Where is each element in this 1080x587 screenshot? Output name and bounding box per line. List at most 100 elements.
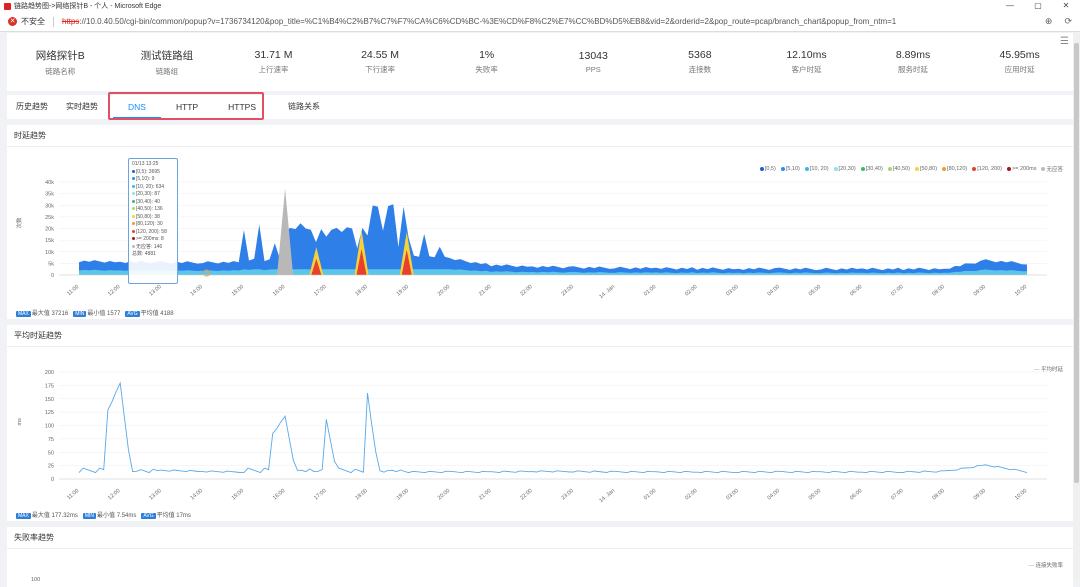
x-tick: 23:00 — [560, 488, 574, 501]
x-tick: 18:00 — [354, 284, 368, 297]
close-button[interactable]: ✕ — [1062, 1, 1070, 10]
menu-icon[interactable]: ☰ — [1060, 36, 1069, 47]
y-tick: 0 — [51, 477, 54, 483]
app-icon — [4, 2, 11, 10]
stat-client-latency: 12.10ms 客户时延 — [786, 49, 827, 74]
y-tick: 175 — [45, 383, 54, 389]
x-tick: 07:00 — [890, 284, 904, 297]
scrollbar[interactable] — [1073, 33, 1080, 581]
x-tick: 19:00 — [396, 488, 410, 501]
legend-item[interactable]: 无应答 — [1041, 165, 1063, 173]
avg-latency-footer: MAX 最大值 177.32ms MIN 最小值 7.54ms AVG 平均值 17m… — [16, 510, 191, 519]
url-text[interactable]: ://10.0.40.50/cgi-bin/common/popup?v=173… — [79, 17, 897, 26]
scrollbar-thumb[interactable] — [1074, 43, 1079, 483]
failure-legend[interactable]: — 连接失败率 — [1028, 563, 1063, 569]
y-tick: 75 — [48, 437, 54, 443]
legend-item[interactable]: [40,50) — [887, 165, 910, 173]
x-tick: 11:00 — [66, 284, 80, 297]
legend-dot — [804, 167, 809, 171]
stat-link-name: 网络探针B 链路名称 — [35, 49, 85, 76]
tooltip-row: 总数: 4881 — [132, 251, 156, 257]
latency-footer: MAX 最大值 37216 MIN 最小值 1577 AVG 平均值 4188 — [16, 308, 174, 317]
latency-chart[interactable]: 0 5k 10k 15k 20k 25k 30k 35k 40k 11:00 12:00 13:00 1… — [7, 125, 1073, 319]
x-tick: 05:00 — [808, 488, 822, 501]
y-axis-label: ms — [17, 418, 23, 426]
x-tick: 02:00 — [684, 488, 698, 501]
x-tick: 14. Jan — [598, 488, 616, 504]
tab-realtime[interactable]: 实时趋势 — [66, 102, 98, 111]
address-bar[interactable]: ✕ 不安全 https ://10.0.40.50/cgi-bin/common… — [0, 12, 1080, 32]
legend-item[interactable]: [80,120) — [942, 165, 967, 173]
security-label[interactable]: 不安全 — [21, 17, 45, 26]
y-tick: 50 — [48, 450, 54, 456]
x-tick: 06:00 — [849, 488, 863, 501]
stat-connections: 5368 连接数 — [688, 49, 712, 74]
x-tick: 05:00 — [808, 284, 822, 297]
window-title: 链路趋势图->网络探针B - 个人 - Microsoft Edge — [14, 3, 162, 10]
avg-latency-legend[interactable]: — 平均时延 — [1033, 367, 1063, 373]
avg-stat: AVG 平均值 17ms — [141, 513, 191, 519]
minimize-button[interactable]: — — [1006, 1, 1014, 10]
legend-item[interactable]: [30,40) — [860, 165, 883, 173]
x-tick: 17:00 — [313, 488, 327, 501]
tooltip-row: [30,40): 40 — [132, 199, 174, 207]
failure-panel: 失败率趋势 — 连接失败率 100 — [7, 527, 1073, 587]
panel-title: 平均时延趋势 — [7, 325, 1073, 347]
refresh-icon[interactable]: ⟳ — [1064, 16, 1072, 26]
tooltip-row: >= 200ms: 8 — [132, 236, 174, 244]
hover-point — [203, 269, 211, 277]
latency-legend[interactable]: [0,5) [5,10) [10, 20) [20,30) [30,40) [40,50)… — [759, 165, 1063, 173]
x-tick: 10:00 — [1014, 488, 1028, 501]
url-protocol[interactable]: https — [62, 17, 80, 26]
tooltip-row: [5,10): 9 — [132, 176, 174, 184]
tab-link-relation[interactable]: 链路关系 — [288, 102, 321, 111]
y-tick: 125 — [45, 410, 54, 416]
x-tick: 17:00 — [313, 284, 327, 297]
x-tick: 01:00 — [643, 488, 657, 501]
stat-server-latency: 8.89ms 服务时延 — [895, 49, 931, 74]
x-tick: 04:00 — [767, 488, 781, 501]
legend-dot — [914, 167, 919, 171]
area-120-200 — [401, 249, 412, 275]
area-120-200 — [356, 248, 367, 275]
x-tick: 15:00 — [231, 284, 245, 297]
zoom-icon[interactable]: ⊕ — [1044, 16, 1053, 26]
tooltip-row: [40,50): 136 — [132, 206, 174, 214]
x-tick: 13:00 — [148, 284, 162, 297]
tab-https[interactable]: HTTPS — [228, 102, 257, 112]
y-tick: 5k — [48, 261, 54, 267]
tooltip-row: [120, 200): 58 — [132, 229, 174, 237]
stat-download-rate: 24.55 M 下行速率 — [361, 49, 400, 74]
legend-dot — [942, 167, 947, 171]
tooltip-row: [50,80): 38 — [132, 214, 174, 222]
x-tick: 19:00 — [396, 284, 410, 297]
legend-dot — [833, 167, 838, 171]
legend-item[interactable]: >= 200ms — [1007, 165, 1036, 173]
legend-item[interactable]: [10, 20) — [804, 165, 829, 173]
legend-item[interactable]: [5,10) — [780, 165, 800, 173]
legend-dot — [1041, 167, 1046, 171]
legend-item[interactable]: [0,5) — [759, 165, 776, 173]
stat-failure-rate: 1% 失败率 — [475, 49, 498, 74]
tab-http[interactable]: HTTP — [175, 102, 199, 112]
x-tick: 09:00 — [973, 488, 987, 501]
x-tick: 14:00 — [190, 488, 204, 501]
x-tick: 07:00 — [890, 488, 904, 501]
legend-dot — [1007, 167, 1012, 171]
tooltip-row: 无应答: 146 — [132, 244, 174, 252]
legend-item[interactable]: [120, 200) — [972, 165, 1002, 173]
y-tick: 0 — [51, 273, 54, 279]
legend-item[interactable]: [20,30) — [833, 165, 856, 173]
x-tick: 02:00 — [684, 284, 698, 297]
divider — [53, 16, 54, 27]
avg-latency-chart[interactable]: 0 25 50 75 100 125 150 175 200 11:00 12:00 13:00 14:… — [7, 325, 1073, 521]
tab-history[interactable]: 历史趋势 — [16, 102, 48, 111]
x-tick: 14:00 — [190, 284, 204, 297]
y-tick: 100 — [45, 424, 54, 430]
max-stat: MAX 最大值 37216 — [16, 311, 69, 317]
legend-item[interactable]: [50,80) — [914, 165, 937, 173]
x-tick: 16:00 — [272, 488, 286, 501]
x-tick: 08:00 — [931, 488, 945, 501]
maximize-button[interactable]: ▢ — [1034, 1, 1042, 10]
stats-bar: 网络探针B 链路名称 测试链路组 链路组 31.71 M 上行速率 24.55 M 下行… — [7, 33, 1073, 91]
